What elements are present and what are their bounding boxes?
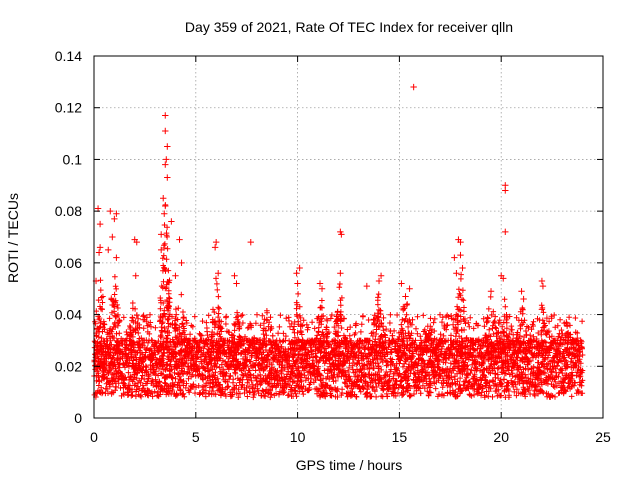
x-tick-label: 0 — [90, 429, 98, 445]
roti-point — [231, 272, 238, 279]
plot-frame — [93, 55, 604, 419]
roti-point — [176, 236, 183, 243]
roti-point — [459, 264, 466, 272]
roti-point — [487, 288, 495, 295]
roti-point — [500, 275, 507, 282]
roti-point — [520, 295, 527, 303]
roti-point — [296, 264, 303, 272]
roti-point — [172, 272, 179, 279]
roti-point — [377, 272, 385, 279]
roti-point — [214, 270, 222, 277]
x-tick-label: 25 — [595, 429, 611, 445]
roti-point — [162, 161, 169, 168]
roti-point — [410, 83, 417, 91]
roti-point — [453, 270, 460, 277]
roti-point — [563, 319, 570, 326]
roti-point — [451, 254, 458, 261]
roti-point — [233, 280, 240, 287]
roti-point — [95, 249, 103, 256]
x-tick-label: 5 — [192, 429, 200, 445]
y-tick-label: 0.14 — [55, 48, 82, 64]
roti-point — [168, 218, 175, 225]
y-tick-label: 0 — [74, 410, 82, 426]
chart-title: Day 359 of 2021, Rate Of TEC Index for r… — [185, 19, 513, 35]
y-axis-label: ROTI / TECUs — [5, 193, 21, 283]
roti-point — [96, 220, 104, 228]
roti-point — [109, 233, 116, 241]
roti-point — [457, 251, 464, 259]
roti-point — [163, 156, 170, 163]
roti-point — [502, 187, 509, 194]
roti-point — [406, 285, 413, 292]
x-tick-label: 10 — [290, 429, 306, 445]
roti-point — [539, 282, 547, 290]
roti-point — [113, 210, 120, 217]
roti-point — [212, 238, 220, 246]
roti-point — [111, 215, 118, 223]
roti-point — [247, 238, 254, 246]
axes: 0 5 10 15 20 25 0 0.02 0.04 0.06 0.08 0.1 0.12 0.14 — [55, 48, 611, 445]
roti-point — [577, 337, 584, 344]
roti-point — [164, 143, 171, 150]
roti-point — [402, 293, 409, 300]
roti-point — [162, 112, 169, 119]
roti-point — [502, 228, 509, 236]
roti-point — [162, 127, 169, 135]
roti-point — [457, 238, 464, 246]
data-points — [91, 83, 586, 401]
y-tick-label: 0.08 — [55, 203, 82, 219]
roti-point — [337, 270, 344, 277]
roti-point — [398, 280, 405, 287]
roti-point — [157, 246, 165, 254]
roti-point — [375, 277, 383, 285]
roti-point — [538, 277, 546, 285]
roti-point — [538, 306, 546, 313]
x-axis-label: GPS time / hours — [296, 457, 403, 473]
roti-point — [363, 282, 371, 290]
y-tick-label: 0.04 — [55, 307, 82, 323]
roti-point — [133, 238, 140, 246]
roti-point — [164, 174, 171, 181]
roti-point — [107, 207, 114, 215]
roti-point — [294, 280, 301, 287]
roti-point — [518, 288, 525, 295]
roti-point — [211, 244, 219, 251]
x-tick-label: 20 — [493, 429, 509, 445]
roti-point — [162, 202, 169, 210]
roti-point — [105, 246, 112, 254]
roti-point — [293, 270, 300, 277]
roti-point — [178, 259, 185, 267]
x-tick-label: 15 — [392, 429, 408, 445]
y-tick-label: 0.06 — [55, 255, 82, 271]
roti-point — [316, 280, 324, 287]
roti-point — [96, 244, 104, 251]
roti-point — [157, 231, 165, 238]
roti-point — [113, 254, 120, 261]
y-tick-label: 0.1 — [63, 151, 83, 167]
y-tick-label: 0.02 — [55, 358, 82, 374]
roti-point — [338, 231, 345, 238]
roti-point — [318, 285, 326, 292]
roti-point — [160, 195, 167, 202]
y-tick-label: 0.12 — [55, 100, 82, 116]
roti-point — [132, 272, 139, 279]
roti-point — [161, 210, 168, 217]
